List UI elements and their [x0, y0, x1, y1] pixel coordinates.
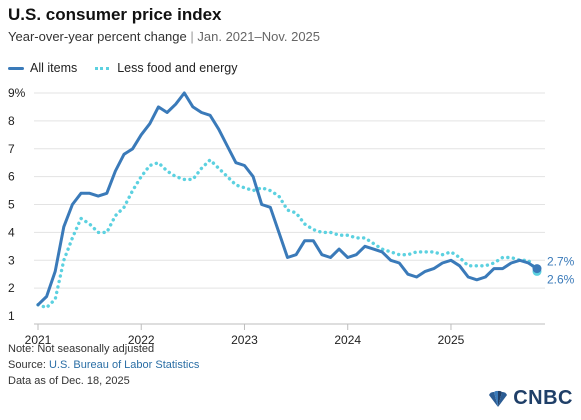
- legend-swatch-dotted: [95, 66, 110, 70]
- cnbc-logo: CNBC: [486, 387, 573, 410]
- footer-source: Source: U.S. Bureau of Labor Statistics: [8, 358, 199, 373]
- y-tick-label: 6: [8, 170, 15, 184]
- legend-label-all-items: All items: [30, 61, 78, 75]
- y-tick-label: 9%: [8, 86, 26, 100]
- x-axis-ticks: 2021 2022 2023 2024 2025: [25, 324, 465, 345]
- footer-note: Note: Not seasonally adjusted: [8, 343, 155, 355]
- legend-item-core: Less food and energy: [95, 61, 237, 75]
- x-tick-label: 2025: [438, 333, 465, 345]
- x-tick-label: 2021: [25, 333, 52, 345]
- y-tick-label: 7: [8, 142, 15, 156]
- y-tick-label: 2: [8, 281, 15, 295]
- chart-legend: All items Less food and energy: [8, 60, 255, 76]
- end-labels: 2.7% 2.6%: [532, 255, 575, 286]
- series-line-all-items: [36, 91, 539, 307]
- series-line-core: [36, 158, 539, 310]
- logo-text: CNBC: [513, 387, 573, 409]
- y-tick-label: 1: [8, 309, 15, 323]
- y-tick-label: 3: [8, 253, 15, 267]
- source-prefix: Source:: [8, 359, 49, 371]
- x-tick-label: 2022: [128, 333, 155, 345]
- cpi-line-chart: 1 2 3 4 5 6 7 8 9% 2021 2022 2023 2024 2025 2.7% 2.6%: [8, 86, 575, 345]
- chart-title: U.S. consumer price index: [8, 5, 222, 24]
- y-tick-label: 8: [8, 114, 15, 128]
- subtitle-separator: |: [190, 29, 194, 44]
- source-link[interactable]: U.S. Bureau of Labor Statistics: [48, 359, 200, 371]
- end-marker-all-items: [532, 264, 542, 274]
- y-axis-tick-labels: 1 2 3 4 5 6 7 8 9%: [8, 86, 26, 323]
- subtitle-date-range: Jan. 2021–Nov. 2025: [197, 29, 321, 44]
- end-label-core: 2.6%: [547, 272, 575, 286]
- legend-swatch-solid: [8, 66, 24, 70]
- peacock-icon: [489, 390, 508, 407]
- series-lines: [36, 91, 539, 310]
- legend-item-all-items: All items: [8, 61, 77, 75]
- x-tick-label: 2023: [231, 333, 258, 345]
- grid-lines: [34, 92, 545, 325]
- x-tick-label: 2024: [334, 333, 361, 345]
- y-tick-label: 5: [8, 198, 15, 212]
- chart-subtitle: Year-over-year percent change | Jan. 202…: [8, 29, 320, 44]
- end-label-all-items: 2.7%: [547, 255, 575, 269]
- legend-label-core: Less food and energy: [117, 61, 238, 75]
- subtitle-main: Year-over-year percent change: [8, 29, 187, 44]
- y-tick-label: 4: [8, 225, 15, 239]
- footer-data-date: Data as of Dec. 18, 2025: [8, 375, 130, 387]
